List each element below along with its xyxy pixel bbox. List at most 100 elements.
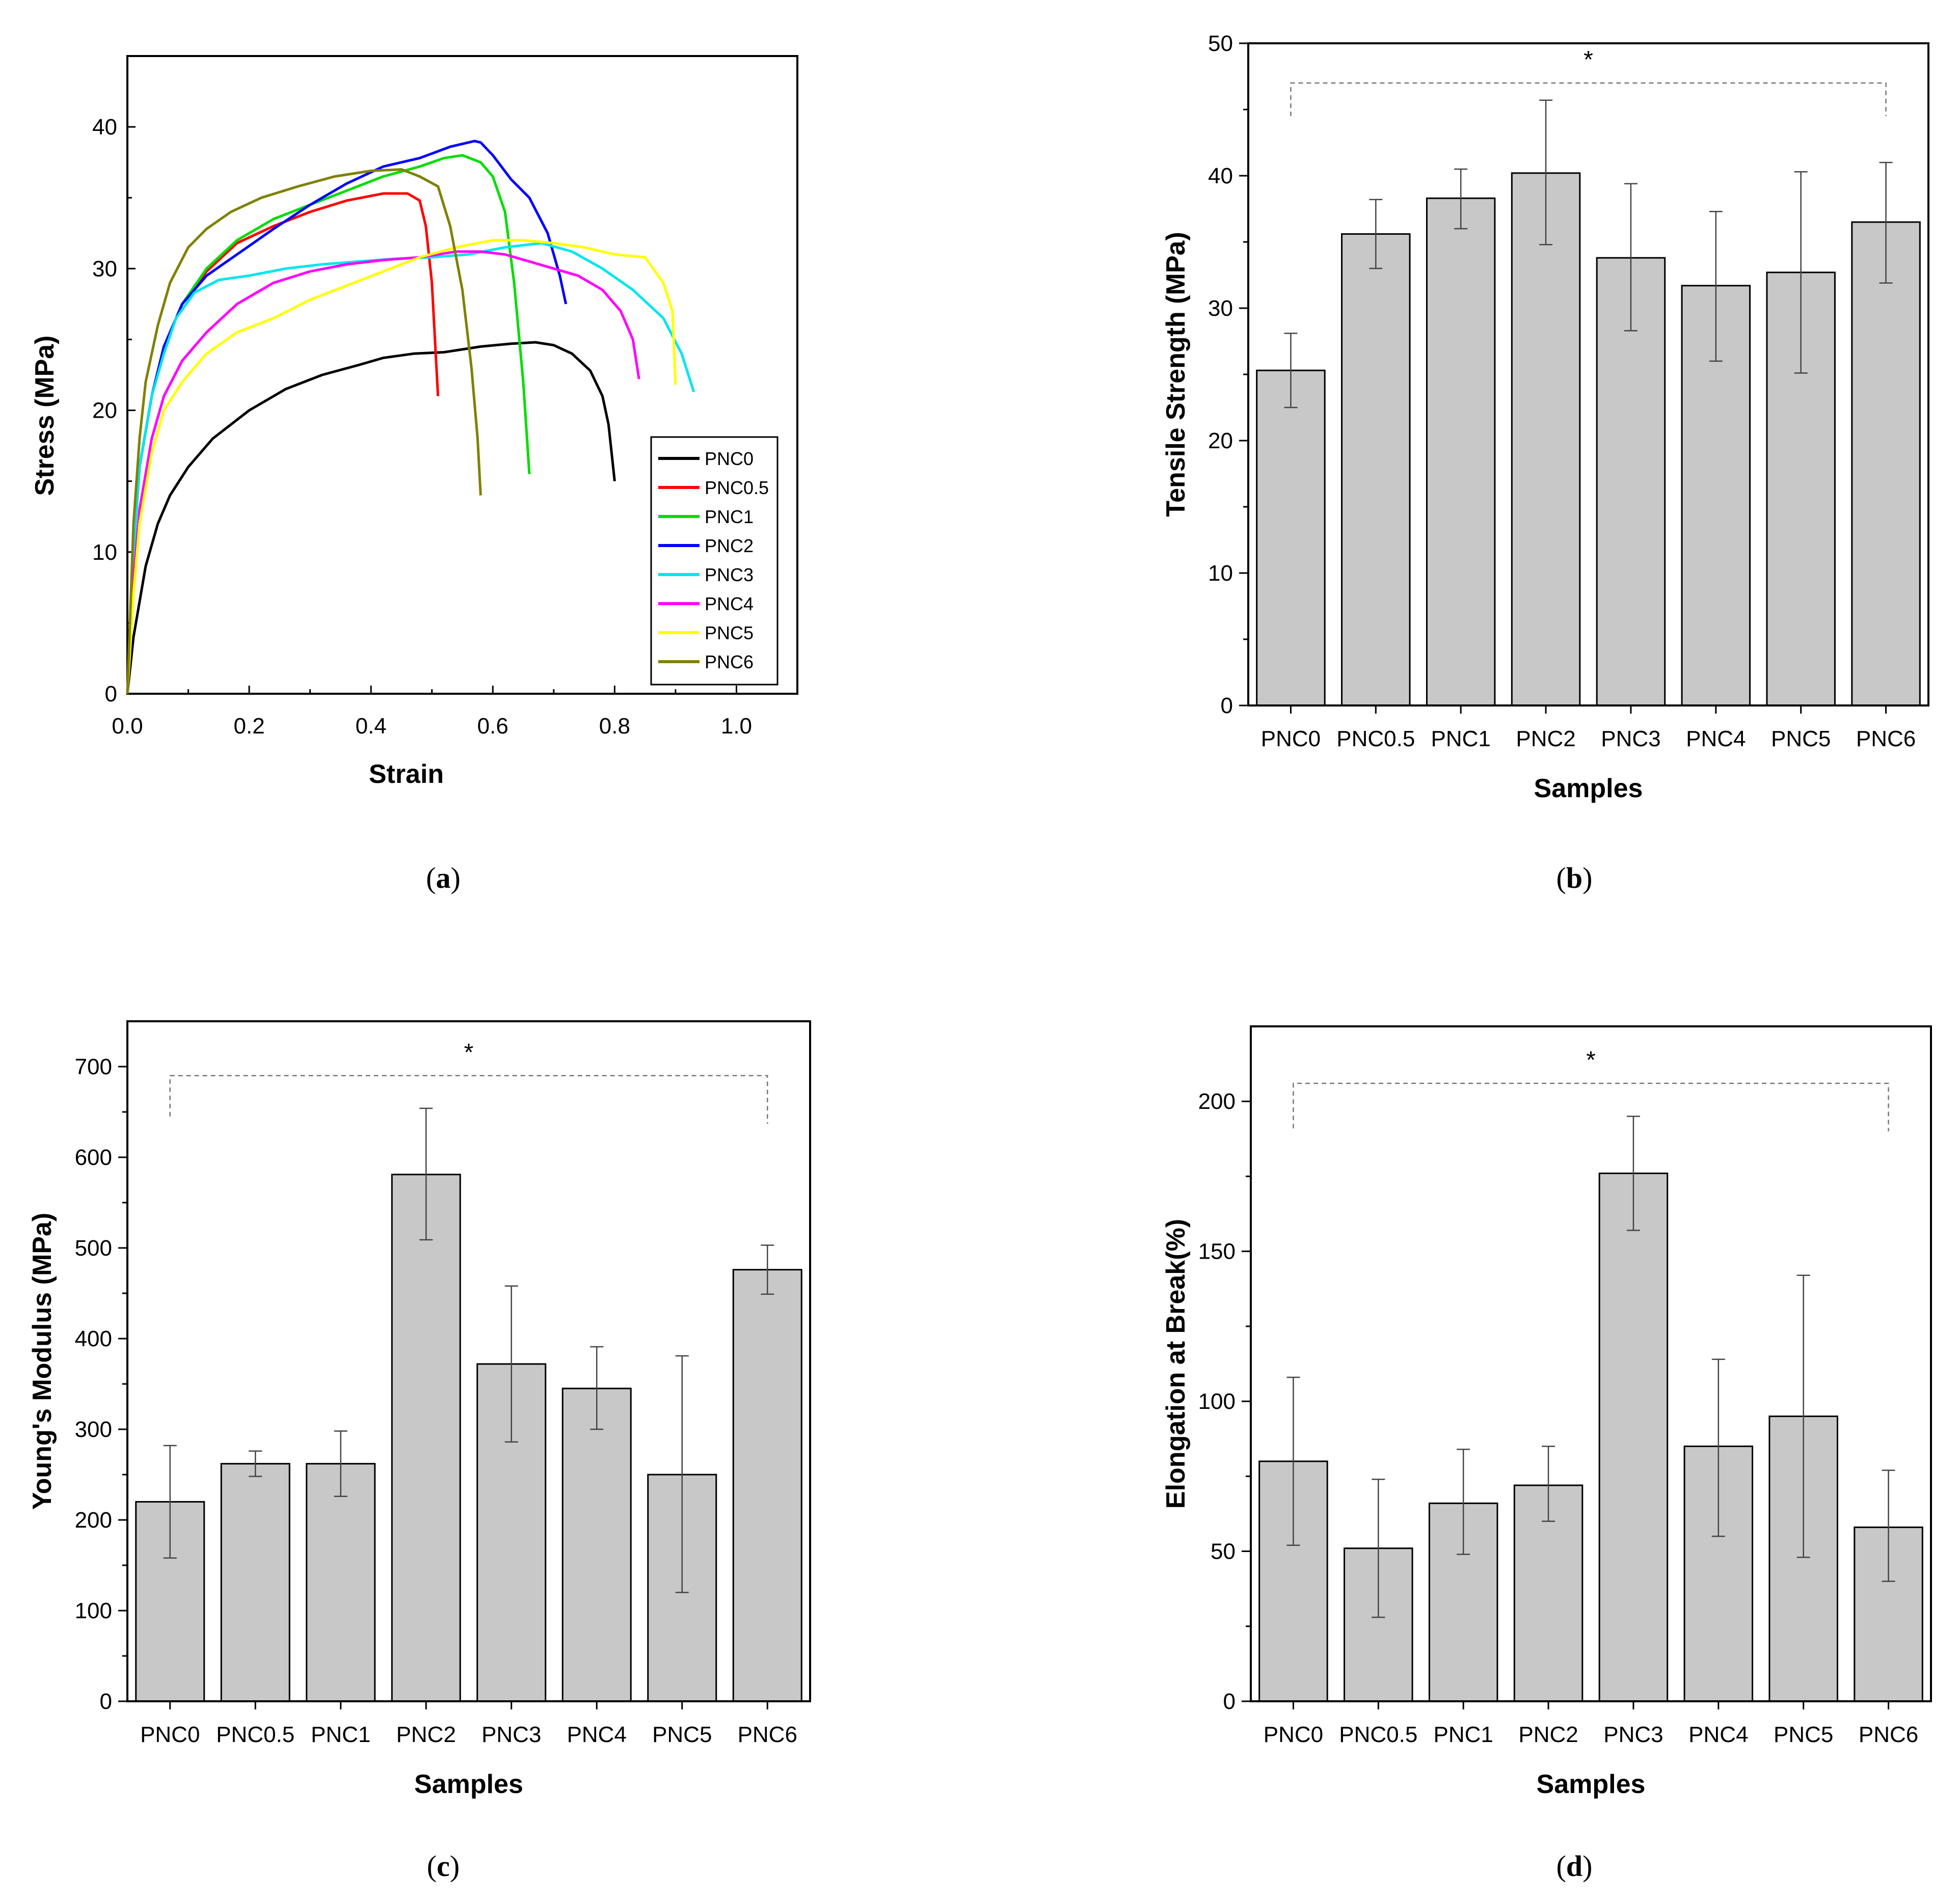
chart-b-bar xyxy=(1256,369,1326,706)
chart-d-bar xyxy=(1598,1173,1669,1702)
chart-d-xtick-label: PNC1 xyxy=(1434,1722,1493,1747)
chart-b-ylabel: Tensile Strength (MPa) xyxy=(1161,232,1191,517)
chart-c-frame xyxy=(126,1020,811,1702)
chart-c-bar xyxy=(220,1463,290,1702)
chart-a-ytick-label: 10 xyxy=(92,540,117,565)
chart-c-bar xyxy=(561,1388,632,1702)
chart-c-ytick-label: 200 xyxy=(75,1508,112,1533)
chart-d-ytick-label: 100 xyxy=(1198,1389,1236,1414)
chart-a-xtick-label: 0.6 xyxy=(477,714,508,739)
chart-c-ytick-label: 600 xyxy=(75,1145,112,1170)
chart-b-bar xyxy=(1426,197,1496,706)
chart-a-legend xyxy=(650,436,779,686)
chart-c-ytick-label: 0 xyxy=(100,1689,112,1714)
chart-d-ylabel: Elongation at Break(%) xyxy=(1161,1219,1191,1509)
chart-b-bar xyxy=(1511,172,1581,706)
chart-a-legend-label: PNC6 xyxy=(705,651,754,672)
chart-d-xtick-label: PNC0.5 xyxy=(1339,1722,1417,1747)
chart-b-ytick-label: 0 xyxy=(1221,693,1233,718)
chart-a-ytick-label: 20 xyxy=(92,398,117,423)
chart-b-group: * 0 10 20 30 40 50 PNC0 PNC0.5 PNC1 PNC2 PNC3 PNC4 PN… xyxy=(1161,31,1929,803)
chart-a-ytick-label: 30 xyxy=(92,256,117,281)
caption-a: (a) xyxy=(426,861,461,894)
chart-d-significance-star: * xyxy=(1586,1047,1596,1074)
chart-a-xtick-label: 0.2 xyxy=(234,714,265,739)
chart-a-legend-label: PNC5 xyxy=(705,622,754,643)
chart-c-ytick-label: 100 xyxy=(75,1598,112,1623)
chart-a-ytick-label: 40 xyxy=(92,115,117,140)
chart-c-ytick-label: 700 xyxy=(75,1054,112,1079)
chart-d-group: * 0 50 100 150 200 PNC0 PNC0.5 PNC1 PNC2 PNC3 PNC4 P… xyxy=(1161,1025,1932,1799)
chart-a-series-PNC6 xyxy=(126,168,482,694)
chart-c-group: * 0 100 200 300 400 500 600 700 PNC0 PNC0.5 PNC1 PNC… xyxy=(28,1020,811,1799)
chart-c-xtick-label: PNC3 xyxy=(481,1722,541,1747)
chart-d-ytick-label: 150 xyxy=(1198,1239,1236,1264)
caption-a-letter: a xyxy=(436,861,451,894)
caption-c-letter: c xyxy=(437,1849,450,1883)
chart-d-significance-bracket xyxy=(1293,1082,1889,1132)
caption-d-letter: d xyxy=(1566,1849,1583,1883)
chart-b-ytick-label: 10 xyxy=(1208,561,1233,586)
chart-b-xtick-label: PNC0.5 xyxy=(1336,726,1415,751)
chart-a-legend-label: PNC4 xyxy=(705,593,754,614)
chart-a-series-PNC5 xyxy=(126,239,677,694)
chart-b-xtick-label: PNC0 xyxy=(1261,726,1321,751)
chart-d-ytick-label: 0 xyxy=(1223,1689,1236,1714)
chart-c-significance-bracket xyxy=(169,1075,768,1124)
chart-b-significance-bracket xyxy=(1290,82,1887,116)
chart-d-xtick-label: PNC6 xyxy=(1859,1722,1918,1747)
chart-a-legend-label: PNC1 xyxy=(705,506,754,527)
chart-b-significance-star: * xyxy=(1584,46,1593,73)
chart-c-bar xyxy=(732,1269,802,1702)
caption-c: (c) xyxy=(426,1849,460,1883)
chart-a-xlabel: Strain xyxy=(369,759,444,789)
chart-b-bar xyxy=(1851,221,1921,706)
chart-c-xtick-label: PNC2 xyxy=(396,1722,456,1747)
chart-a-ytick-label: 0 xyxy=(105,682,117,706)
caption-b: (b) xyxy=(1556,861,1593,894)
chart-b-xtick-label: PNC6 xyxy=(1856,726,1916,751)
chart-c-xtick-label: PNC6 xyxy=(738,1722,797,1747)
chart-c-xtick-label: PNC4 xyxy=(567,1722,627,1747)
caption-d: (d) xyxy=(1556,1849,1593,1883)
chart-a-frame xyxy=(126,55,798,695)
chart-a-xtick-label: 0.4 xyxy=(356,714,387,739)
chart-c-ylabel: Young's Modulus (MPa) xyxy=(28,1213,57,1510)
chart-b-xlabel: Samples xyxy=(1534,774,1643,803)
chart-a-xtick-label: 1.0 xyxy=(721,714,752,739)
chart-c-ytick-label: 500 xyxy=(75,1236,112,1261)
caption-b-letter: b xyxy=(1566,861,1583,894)
chart-a-ylabel: Stress (MPa) xyxy=(30,336,60,496)
chart-b-ytick-label: 50 xyxy=(1208,31,1233,56)
chart-c-ytick-label: 400 xyxy=(75,1326,112,1351)
chart-a-xtick-label: 0.0 xyxy=(112,714,143,739)
chart-d-xtick-label: PNC0 xyxy=(1264,1722,1323,1747)
chart-a-series-PNC4 xyxy=(126,250,640,694)
chart-b-xtick-label: PNC3 xyxy=(1601,726,1660,751)
chart-b-ytick-label: 20 xyxy=(1208,428,1233,453)
chart-b-xtick-label: PNC2 xyxy=(1516,726,1575,751)
chart-a-group: 0.0 0.2 0.4 0.6 0.8 1.0 0 10 20 30 40 Strain Stress … xyxy=(30,55,798,789)
chart-a-xtick-label: 0.8 xyxy=(599,714,630,739)
chart-b-ytick-label: 40 xyxy=(1208,164,1233,188)
chart-c-xtick-label: PNC0 xyxy=(140,1722,200,1747)
chart-c-xtick-label: PNC0.5 xyxy=(216,1722,294,1747)
chart-d-xtick-label: PNC4 xyxy=(1688,1722,1748,1747)
chart-d-ytick-label: 200 xyxy=(1198,1089,1236,1114)
chart-b-xtick-label: PNC4 xyxy=(1686,726,1746,751)
chart-d-xtick-label: PNC5 xyxy=(1774,1722,1833,1747)
chart-a-series-PNC1 xyxy=(126,154,531,694)
chart-c-significance-star: * xyxy=(464,1039,474,1066)
chart-b-xtick-label: PNC5 xyxy=(1771,726,1831,751)
chart-d-xtick-label: PNC2 xyxy=(1518,1722,1578,1747)
chart-c-bar xyxy=(391,1174,461,1702)
chart-b-xtick-label: PNC1 xyxy=(1431,726,1491,751)
chart-c-xtick-label: PNC1 xyxy=(311,1722,370,1747)
chart-b-bar xyxy=(1341,233,1411,706)
chart-d-xtick-label: PNC3 xyxy=(1603,1722,1663,1747)
chart-d-xlabel: Samples xyxy=(1537,1770,1646,1799)
chart-d-frame xyxy=(1250,1025,1932,1702)
chart-a-series-PNC3 xyxy=(126,241,695,694)
